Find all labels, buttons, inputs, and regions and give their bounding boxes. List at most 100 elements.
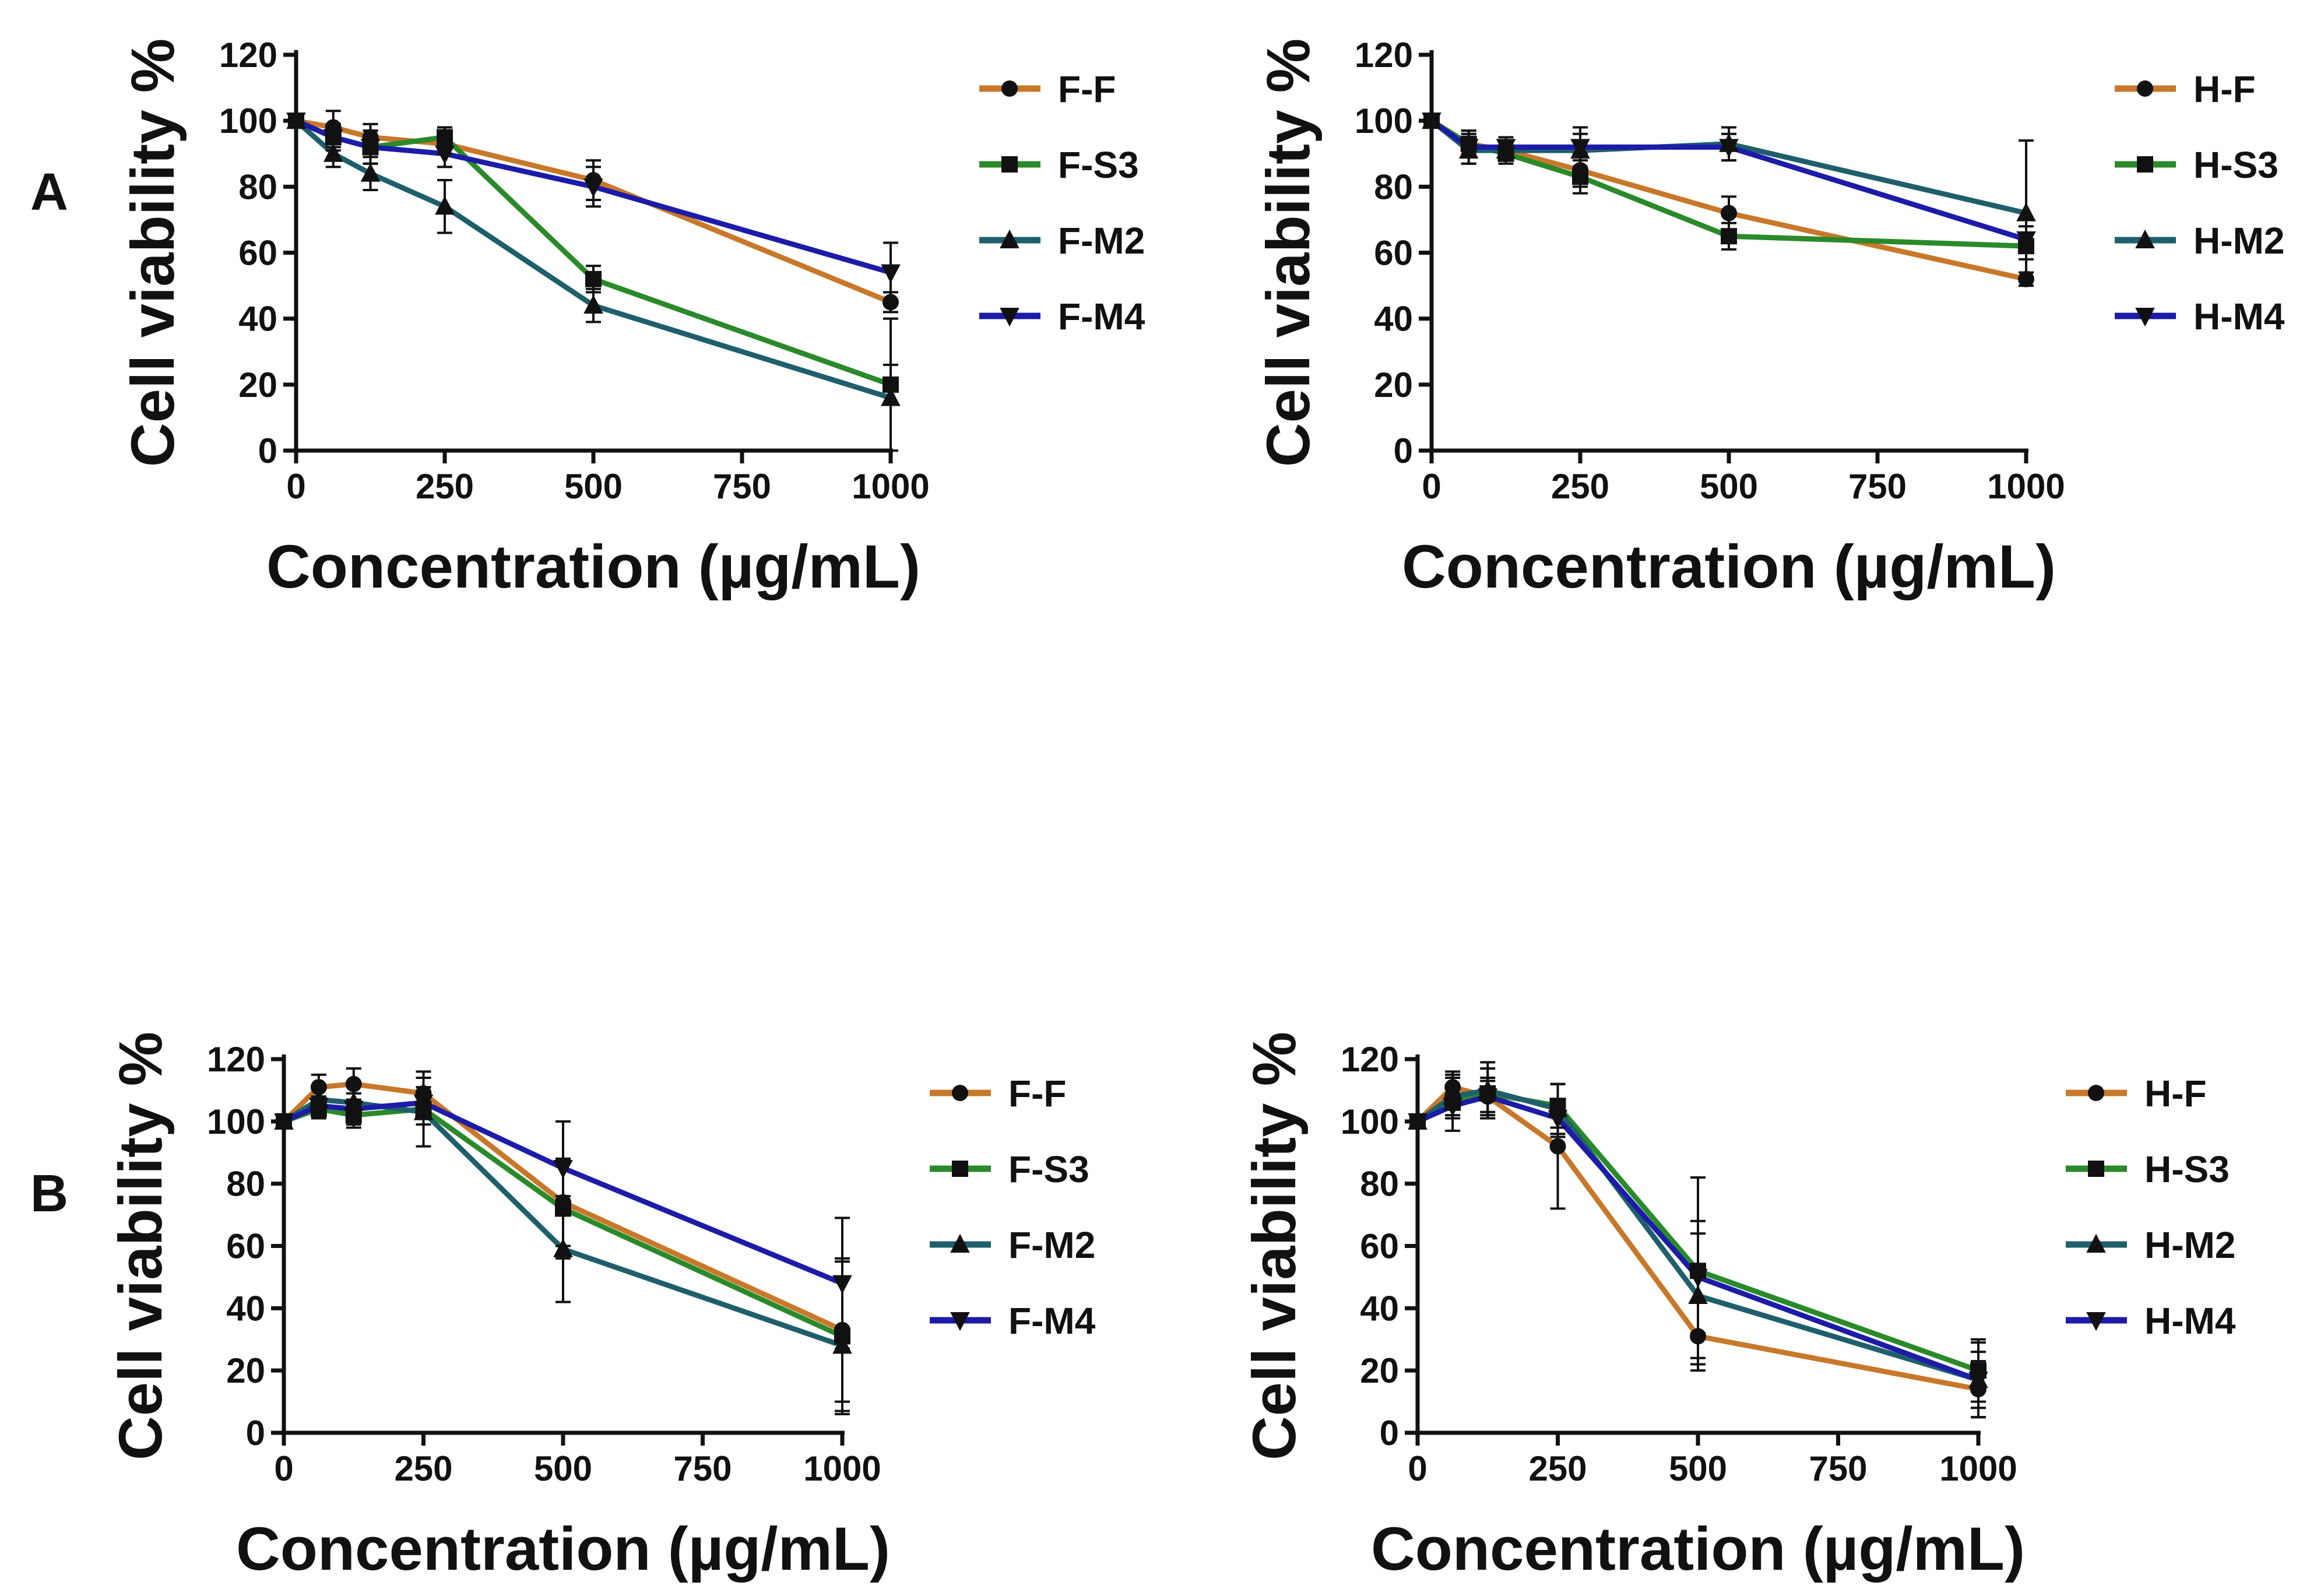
y-tick-label: 0 <box>1380 1414 1399 1453</box>
x-tick-label: 750 <box>1848 467 1907 506</box>
legend-marker <box>2135 308 2155 327</box>
legend-label-H-M2: H-M2 <box>2193 220 2284 262</box>
legend-label-H-M4: H-M4 <box>2144 1300 2236 1342</box>
legend-label-H-F: H-F <box>2144 1073 2207 1115</box>
y-tick-label: 80 <box>226 1165 265 1204</box>
data-point-H-M4 <box>1570 139 1590 158</box>
data-point-H-M4 <box>2016 231 2036 251</box>
legend-label-H-F: H-F <box>2193 68 2256 110</box>
data-point-F-M2 <box>435 196 455 215</box>
y-tick-label: 100 <box>1355 101 1413 140</box>
data-point-F-M4 <box>881 264 901 283</box>
data-point-F-M4 <box>323 129 343 148</box>
legend-label-H-M4: H-M4 <box>2193 296 2285 338</box>
data-point-H-M2 <box>2016 202 2036 222</box>
x-tick-label: 500 <box>1669 1449 1727 1488</box>
legend-marker <box>2137 80 2153 97</box>
y-tick-label: 0 <box>258 431 277 470</box>
x-tick-label: 750 <box>1809 1449 1867 1488</box>
x-tick-label: 750 <box>713 467 771 506</box>
legend-marker <box>950 1312 970 1331</box>
legend-label-F-F: F-F <box>1058 68 1116 110</box>
legend-label-H-S3: H-S3 <box>2193 144 2279 186</box>
data-point-F-M4 <box>435 145 455 164</box>
y-tick-label: 60 <box>1374 234 1413 273</box>
legend-marker <box>1000 229 1019 248</box>
legend-marker <box>1001 80 1018 97</box>
legend-marker <box>952 1085 968 1101</box>
legend-marker <box>2086 1312 2106 1331</box>
data-point-F-M4 <box>360 139 381 158</box>
x-tick-label: 250 <box>416 467 474 506</box>
y-tick-label: 40 <box>1360 1289 1399 1328</box>
data-point-H-M4 <box>1548 1110 1568 1129</box>
chart-1: 0 20 40 60 80 100 120 0 250 500 750 1000 Concentrati… <box>119 36 1145 601</box>
data-point-H-S3 <box>1721 228 1737 245</box>
x-tick-label: 1000 <box>1939 1449 2017 1488</box>
y-tick-label: 60 <box>238 234 277 273</box>
y-tick-label: 80 <box>1360 1165 1399 1204</box>
y-tick-label: 80 <box>238 167 277 206</box>
data-point-F-M4 <box>286 113 306 132</box>
data-point-H-M4 <box>1408 1113 1427 1133</box>
x-axis-label: Concentration (µg/mL) <box>236 1515 890 1583</box>
legend-marker <box>1000 308 1019 327</box>
data-point-H-F <box>1549 1138 1566 1155</box>
legend-label-F-M2: F-M2 <box>1008 1224 1095 1266</box>
x-tick-label: 1000 <box>803 1449 881 1488</box>
panel-label-a: A <box>30 163 68 222</box>
chart-3: 0 20 40 60 80 100 120 0 250 500 750 1000 Concentrati… <box>107 1032 1096 1583</box>
data-point-F-M4 <box>832 1275 852 1294</box>
y-tick-label: 20 <box>1360 1351 1399 1390</box>
legend-marker <box>950 1233 970 1253</box>
y-tick-label: 80 <box>1374 167 1413 206</box>
y-axis-label: Cell viability % <box>1254 38 1323 467</box>
data-point-H-M4 <box>1688 1268 1708 1288</box>
y-tick-label: 40 <box>1374 300 1413 339</box>
x-tick-label: 0 <box>1408 1449 1427 1488</box>
legend-label-F-M4: F-M4 <box>1008 1300 1096 1342</box>
x-axis-label: Concentration (µg/mL) <box>1371 1515 2025 1583</box>
y-tick-label: 100 <box>207 1102 265 1141</box>
y-tick-label: 60 <box>1360 1227 1399 1266</box>
data-point-H-F <box>1721 205 1737 222</box>
legend-marker <box>2135 229 2155 248</box>
legend-marker <box>2086 1233 2106 1253</box>
data-point-F-M2 <box>553 1238 573 1257</box>
y-tick-label: 40 <box>238 300 277 339</box>
data-point-F-S3 <box>585 270 602 287</box>
y-tick-label: 20 <box>226 1351 265 1390</box>
data-point-H-M4 <box>1443 1098 1462 1117</box>
y-tick-label: 60 <box>226 1227 265 1266</box>
x-axis-label: Concentration (µg/mL) <box>1402 533 2056 601</box>
x-tick-label: 250 <box>1551 467 1609 506</box>
y-axis-label: Cell viability % <box>1240 1032 1309 1460</box>
y-axis-label: Cell viability % <box>119 38 187 467</box>
data-point-H-M4 <box>1422 113 1441 132</box>
legend-label-F-S3: F-S3 <box>1058 144 1139 186</box>
data-point-H-M4 <box>1458 139 1479 158</box>
y-tick-label: 20 <box>1374 365 1413 405</box>
y-tick-label: 120 <box>1341 1040 1399 1079</box>
data-point-H-M4 <box>1719 139 1739 158</box>
y-tick-label: 100 <box>1341 1102 1399 1141</box>
x-tick-label: 500 <box>564 467 623 506</box>
legend-label-F-F: F-F <box>1008 1073 1067 1115</box>
chart-2: 0 20 40 60 80 100 120 0 250 500 750 1000 Concentrati… <box>1254 36 2285 601</box>
panel-label-b: B <box>30 1165 68 1223</box>
x-tick-label: 0 <box>1422 467 1441 506</box>
y-tick-label: 120 <box>219 36 277 75</box>
x-tick-label: 0 <box>286 467 305 506</box>
legend-marker <box>2137 156 2153 173</box>
chart-4: 0 20 40 60 80 100 120 0 250 500 750 1000 Concentrati… <box>1240 1032 2236 1583</box>
legend-marker <box>1001 156 1018 173</box>
legend-label-F-S3: F-S3 <box>1008 1148 1089 1190</box>
data-point-H-M4 <box>1478 1088 1498 1108</box>
y-axis-label: Cell viability % <box>107 1032 175 1460</box>
legend-label-F-M4: F-M4 <box>1058 296 1145 338</box>
data-point-F-M4 <box>343 1101 364 1120</box>
data-point-F-M4 <box>274 1113 294 1133</box>
y-tick-label: 100 <box>219 101 277 140</box>
